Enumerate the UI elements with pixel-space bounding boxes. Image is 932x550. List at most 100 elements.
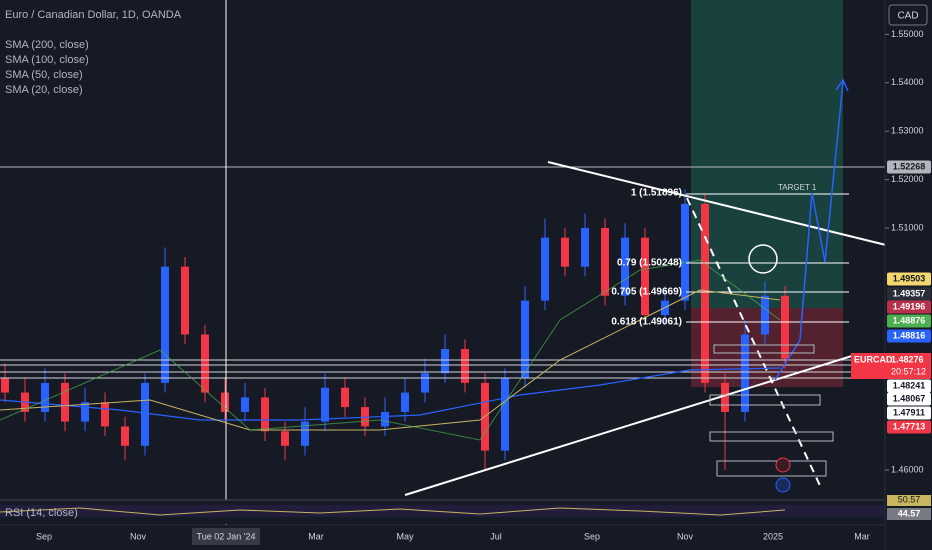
candle-body [701,203,709,383]
price-badge-label: 1.47713 [893,421,926,431]
sma-line [0,259,781,441]
zone-box [713,344,815,354]
candle-body [301,421,309,446]
indicator: SMA (50, close) [5,69,83,81]
indicator: SMA (20, close) [5,84,83,96]
candle-body [641,237,649,316]
price-tick-label: 1.55000 [891,29,924,39]
candle-body [721,382,729,412]
highlight-circle [748,244,778,274]
arrow-head [835,78,849,92]
candle-body [141,382,149,446]
price-badge-label: 1.49503 [893,273,926,283]
price-badge-label: 1.47911 [893,407,925,417]
plot [1,189,789,470]
ticker-symbol: EURCAD [854,354,893,364]
candle-body [741,334,749,412]
price-badge-label: 1.48816 [893,330,926,340]
price-tick-label: 1.54000 [891,77,924,87]
zone-box [709,394,821,406]
zone-box [709,431,834,442]
candle-body [781,295,789,359]
indicator: SMA (200, close) [5,39,89,51]
sma-line [0,289,781,431]
trendline [547,161,887,246]
candle-body [461,349,469,383]
price-badge [887,392,931,406]
candle-body [1,378,9,393]
candle-body [61,382,69,422]
price-badge [887,272,931,286]
price-tick-label: 1.46000 [891,464,924,474]
candle-body [261,397,269,432]
rsi-badge [887,495,931,506]
price-badge [887,314,931,328]
price-tick-label: 1.52000 [891,174,924,184]
price-badge [887,420,931,434]
alert-icon[interactable] [775,457,791,473]
candle-body [681,203,689,301]
candle-body [101,402,109,427]
fib-label: 1 (1.51896) [631,188,682,199]
time-label: 2025 [763,531,783,541]
price-badge-label: 1.49357 [893,288,926,298]
price-badge-label: 1.48876 [893,315,926,325]
candle-body [441,349,449,374]
price-badge-label: 1.49196 [893,301,926,311]
candle-body [341,387,349,408]
candle-body [401,392,409,412]
rsi-band [0,505,885,517]
candle-body [761,295,769,335]
fib-label: 0.79 (1.50248) [617,258,682,269]
candle-body [581,228,589,267]
time-label: Nov [130,531,147,541]
ticker-countdown: 20:57:12 [891,366,926,376]
candle-body [601,228,609,296]
price-badge [887,406,931,420]
price-tick-label: 1.51000 [891,222,924,232]
currency-button[interactable] [888,4,928,26]
price-badge-label: 1.52268 [893,161,926,171]
time-label: Mar [308,531,324,541]
candle-body [241,397,249,412]
time-label: Mar [854,531,870,541]
time-label: May [396,531,414,541]
candle-body [521,300,529,379]
ticker-price: 1.48276 [891,354,924,364]
candle-body [81,402,89,422]
price-badge-label: 1.48067 [893,393,926,403]
drawings [0,0,887,525]
candle-body [561,237,569,267]
profit-zone [691,0,843,308]
candle-body [621,237,629,296]
candle-body [221,392,229,412]
event-icon[interactable] [775,477,791,493]
candle-body [321,387,329,422]
candle-body [181,266,189,335]
rsi-value: 50.57 [898,494,921,504]
price-badge [887,160,931,174]
ticker-badge [851,353,931,379]
sma-line [0,367,781,421]
candle-body [201,334,209,393]
time-label: Tue 02 Jan '24 [197,531,256,541]
trendline [404,354,856,496]
fib-label: 0.705 (1.49669) [611,287,682,298]
price-badge [887,379,931,393]
rsi-value: 44.57 [898,508,921,518]
candle-body [161,266,169,383]
time-label: Sep [584,531,600,541]
rsi-badge [887,508,931,520]
time-label: Sep [36,531,52,541]
candle-body [121,426,129,446]
rsi-line [0,507,786,516]
currency[interactable]: CAD [897,11,918,22]
target-label: TARGET 1 [778,183,817,192]
price-badge [887,300,931,314]
zone-box [716,460,827,477]
candle-body [501,378,509,451]
candle-body [421,373,429,393]
candle-body [281,431,289,446]
candle-body [41,382,49,412]
